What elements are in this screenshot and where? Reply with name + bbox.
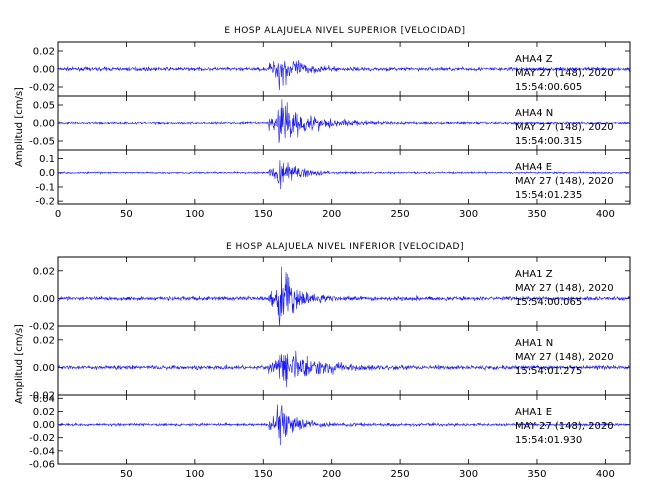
x-tick-label: 350	[527, 469, 546, 480]
x-tick-label: 50	[120, 209, 133, 220]
lower-title: E HOSP ALAJUELA NIVEL INFERIOR [VELOCIDA…	[226, 242, 464, 252]
y-tick-label: -0.06	[29, 460, 55, 471]
y-tick-label: 0.02	[33, 266, 55, 277]
y-tick-label: 0.02	[33, 335, 55, 346]
y-tick-label: 0.05	[33, 101, 55, 112]
upper-figure: E HOSP ALAJUELA NIVEL SUPERIOR [VELOCIDA…	[14, 26, 631, 220]
time-label: 15:54:00.315	[515, 136, 582, 147]
date-label: MAY 27 (148), 2020	[515, 122, 614, 133]
trace-panel-aha1-z: -0.02 0.00 0.02 AHA1 Z MAY 27 (148), 2020 15:…	[29, 256, 631, 333]
station-label: AHA1 N	[515, 338, 553, 349]
y-tick-label: -0.02	[29, 391, 55, 402]
x-tick-label: 150	[254, 469, 273, 480]
y-tick-label: 0.02	[33, 47, 55, 58]
y-tick-label: 0.00	[33, 420, 55, 431]
x-tick-label: 100	[185, 209, 204, 220]
y-tick-label: -0.02	[29, 433, 55, 444]
x-tick-label: 50	[120, 469, 133, 480]
x-tick-label: 400	[596, 209, 615, 220]
upper-title: E HOSP ALAJUELA NIVEL SUPERIOR [VELOCIDA…	[224, 26, 465, 36]
x-tick-label: 400	[596, 469, 615, 480]
x-tick-label: 300	[459, 209, 478, 220]
trace-panel-aha1-n: -0.02 0.00 0.02 AHA1 N MAY 27 (148), 2020 15:…	[29, 325, 631, 402]
x-tick-label: 250	[391, 209, 410, 220]
time-label: 15:54:01.235	[515, 190, 582, 201]
y-tick-label: -0.1	[35, 182, 55, 193]
y-tick-label: -0.2	[35, 197, 55, 208]
time-label: 15:54:00.065	[515, 297, 582, 308]
seismic-trace	[57, 404, 631, 446]
date-label: MAY 27 (148), 2020	[515, 421, 614, 432]
trace-panel-aha1-e: -0.06 -0.04 -0.02 0.00 0.02 0.04 AHA1 E MAY 27 …	[29, 394, 631, 480]
y-tick-label: -0.02	[29, 83, 55, 94]
y-tick-label: 0.00	[33, 65, 55, 76]
seismic-trace	[57, 350, 631, 388]
station-label: AHA1 E	[515, 407, 552, 418]
y-tick-label: 0.00	[33, 119, 55, 130]
lower-ylabel: Amplitud [cm/s]	[14, 324, 25, 404]
x-tick-label: 350	[527, 209, 546, 220]
y-tick-label: 0.02	[33, 407, 55, 418]
y-tick-label: 0.1	[39, 154, 55, 165]
station-label: AHA4 Z	[515, 54, 553, 65]
y-tick-label: -0.04	[29, 446, 55, 457]
trace-panel-aha4-e: -0.2 -0.1 0.0 0.1 AHA4 E MAY 27 (148), 2020 15…	[35, 149, 631, 220]
x-tick-label: 200	[322, 209, 341, 220]
y-tick-label: 0.0	[39, 168, 55, 179]
seismic-trace	[57, 99, 631, 143]
seismic-trace	[57, 266, 630, 326]
date-label: MAY 27 (148), 2020	[515, 352, 614, 363]
y-tick-label: 0.00	[33, 363, 55, 374]
x-tick-label: 300	[459, 469, 478, 480]
y-tick-label: -0.02	[29, 322, 55, 333]
date-label: MAY 27 (148), 2020	[515, 68, 614, 79]
x-tick-label: 200	[322, 469, 341, 480]
panel-frame	[57, 149, 631, 205]
seismic-trace	[57, 60, 631, 91]
trace-panel-aha4-n: -0.05 0.00 0.05 AHA4 N MAY 27 (148), 2020 15:…	[29, 95, 631, 151]
trace-panel-aha4-z: -0.02 0.00 0.02 AHA4 Z MAY 27 (148), 2020 15:…	[29, 41, 631, 97]
seismic-trace	[57, 160, 631, 190]
x-tick-label: 0	[55, 209, 61, 220]
x-tick-label: 150	[254, 209, 273, 220]
time-label: 15:54:00.605	[515, 82, 582, 93]
date-label: MAY 27 (148), 2020	[515, 283, 614, 294]
x-tick-label: 100	[185, 469, 204, 480]
station-label: AHA1 Z	[515, 269, 553, 280]
y-tick-label: 0.04	[33, 394, 55, 405]
time-label: 15:54:01.930	[515, 435, 582, 446]
time-label: 15:54:01.275	[515, 366, 582, 377]
upper-ylabel: Amplitud [cm/s]	[14, 87, 25, 167]
x-tick-label: 250	[391, 469, 410, 480]
station-label: AHA4 N	[515, 108, 553, 119]
lower-panels: -0.02 0.00 0.02 AHA1 Z MAY 27 (148), 2020 15:…	[29, 256, 631, 480]
lower-figure: E HOSP ALAJUELA NIVEL INFERIOR [VELOCIDA…	[14, 242, 631, 480]
date-label: MAY 27 (148), 2020	[515, 176, 614, 187]
station-label: AHA4 E	[515, 162, 552, 173]
panel-frame	[57, 394, 631, 465]
y-tick-label: 0.00	[33, 294, 55, 305]
y-tick-label: -0.05	[29, 137, 55, 148]
